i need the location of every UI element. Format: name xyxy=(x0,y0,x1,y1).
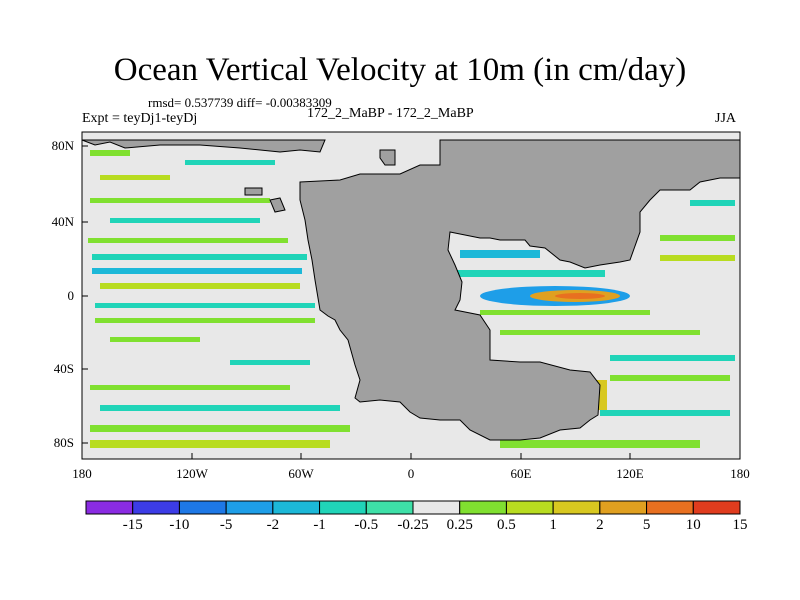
lat-tick-label: 40S xyxy=(53,361,74,376)
contour-patch xyxy=(110,218,260,223)
contour-patch xyxy=(555,293,605,299)
colorbar-swatch xyxy=(225,500,274,515)
contour-patch xyxy=(610,355,735,361)
contour-patch xyxy=(100,175,170,180)
season-label: JJA xyxy=(715,111,737,126)
colorbar-label: 5 xyxy=(642,517,651,533)
contour-patch xyxy=(90,425,350,432)
colorbar-swatch xyxy=(319,500,367,515)
contour-patch xyxy=(88,238,288,243)
contour-patch xyxy=(610,375,730,381)
contour-patch xyxy=(500,330,700,335)
contour-patch xyxy=(90,440,330,448)
lat-ticks xyxy=(82,145,88,444)
contour-patch xyxy=(110,337,200,342)
lon-ticks xyxy=(81,453,741,459)
contour-patch xyxy=(95,318,315,323)
contour-patch xyxy=(500,440,700,448)
colorbar-swatch xyxy=(132,500,180,515)
lat-tick-label: 80S xyxy=(53,435,74,450)
colorbar-swatch xyxy=(365,500,414,515)
contour-patch xyxy=(100,283,300,289)
colorbar-swatch xyxy=(505,500,554,515)
land-polygon xyxy=(81,139,326,153)
colorbar-label: 10 xyxy=(685,517,701,533)
colorbar-label: 0.25 xyxy=(446,517,473,533)
contour-patch xyxy=(660,255,735,261)
lat-tick-label: 40N xyxy=(51,214,74,229)
colorbar-label: -1 xyxy=(313,517,326,533)
contour-patch xyxy=(660,235,735,241)
lat-tick-label: 80N xyxy=(51,138,74,153)
colorbar-swatch xyxy=(85,500,134,515)
colorbar-label: -2 xyxy=(266,517,280,533)
contour-patch xyxy=(455,270,605,277)
land-polygon xyxy=(244,187,263,196)
colorbar-swatch xyxy=(272,500,321,515)
lon-tick-label: 0 xyxy=(407,466,415,481)
land-polygon xyxy=(379,149,396,166)
contour-patch xyxy=(480,310,650,315)
colorbar-swatch xyxy=(692,500,741,515)
lon-tick-label: 180 xyxy=(72,466,92,481)
land-polygon xyxy=(269,197,286,213)
colorbar-label: -0.25 xyxy=(397,517,429,533)
colorbar-swatch xyxy=(552,500,601,515)
colorbar-label: -0.5 xyxy=(354,517,379,533)
experiment-label: Expt = teyDj1-teyDj xyxy=(82,111,198,126)
lon-tick-label: 60E xyxy=(510,466,532,481)
colorbar-swatch xyxy=(646,500,694,515)
contour-patch xyxy=(90,198,270,203)
contour-patch xyxy=(460,250,540,258)
lat-tick-label: 0 xyxy=(67,288,75,303)
stats-label: rmsd= 0.537739 diff= -0.00383309 xyxy=(148,95,332,110)
land-mask xyxy=(81,139,741,441)
contour-patch xyxy=(100,405,340,411)
contour-patch xyxy=(95,303,315,308)
land-polygon xyxy=(299,139,741,441)
period-label: 172_2_MaBP - 172_2_MaBP xyxy=(307,106,474,121)
colorbar-label: -5 xyxy=(219,517,233,533)
contour-patch xyxy=(690,200,735,206)
contour-patch xyxy=(92,254,307,260)
contour-patch xyxy=(600,410,730,416)
contour-patch xyxy=(90,150,130,156)
colorbar-label: 15 xyxy=(732,517,748,533)
map-title: Ocean Vertical Velocity at 10m (in cm/da… xyxy=(113,52,687,88)
lon-tick-label: 120W xyxy=(176,466,208,481)
colorbar-swatch xyxy=(459,500,507,515)
contour-patch xyxy=(90,385,290,390)
colorbar-swatch xyxy=(178,500,227,515)
colorbar-label: -10 xyxy=(169,517,190,533)
colorbar-label: 0.5 xyxy=(497,517,516,533)
colorbar-swatch xyxy=(599,500,648,515)
colorbar xyxy=(85,500,741,515)
colorbar-label: -15 xyxy=(122,517,143,533)
colorbar-label: 1 xyxy=(549,517,557,533)
colorbar-label: 2 xyxy=(596,517,604,533)
lon-tick-label: 60W xyxy=(288,466,314,481)
velocity-contours xyxy=(88,150,735,448)
contour-patch xyxy=(185,160,275,165)
colorbar-swatch xyxy=(412,500,461,515)
contour-patch xyxy=(230,360,310,365)
lon-tick-label: 180 xyxy=(730,466,750,481)
lon-tick-label: 120E xyxy=(616,466,644,481)
contour-patch xyxy=(92,268,302,274)
